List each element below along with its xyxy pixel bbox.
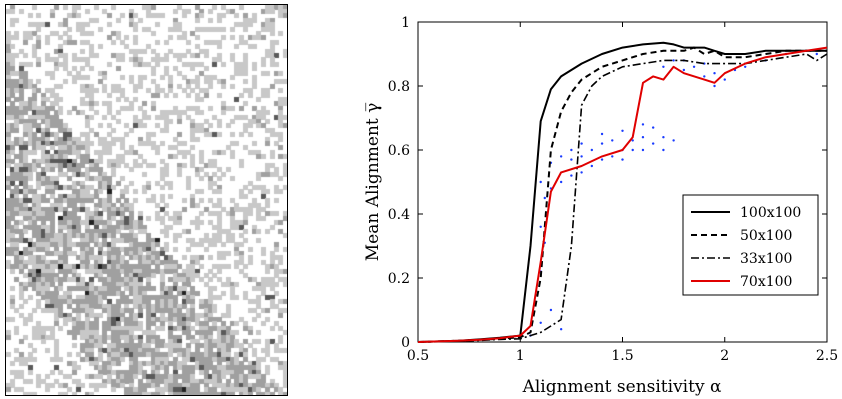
scatter-point [651,142,655,145]
scatter-point [590,148,594,152]
scatter-point [539,180,542,184]
scatter-point [672,59,675,62]
scatter-point [539,321,542,324]
scatter-point [713,72,716,75]
scatter-point [559,180,563,184]
y-tick-labels: 0 0.2 0.4 0.6 0.8 1 [388,15,410,351]
scatter-point [641,148,645,152]
scatter-point [641,136,645,139]
x-tick-label: 1 [516,348,525,364]
scatter-point [570,158,573,161]
series-line-70x100 [417,46,828,343]
scatter-point [662,65,665,69]
scatter-point [559,328,563,331]
legend-label: 50x100 [740,228,792,244]
scatter-point [621,158,624,161]
legend-label: 70x100 [740,274,792,290]
scatter-point [543,196,546,200]
scatter-point [703,75,706,78]
scatter-point [570,174,573,177]
x-tick-labels: 0.5 1 1.5 2 2.5 [407,348,838,364]
legend-label: 100x100 [740,205,801,221]
legend-label: 33x100 [740,251,792,267]
lattice-panel [5,4,288,396]
scatter-point [570,148,573,152]
scatter-point [662,136,665,139]
scatter-point [559,155,563,158]
scatter-point [692,65,696,69]
scatter-point [600,132,604,136]
scatter-point [600,142,604,145]
scatter-point [815,52,818,56]
lattice-image [6,5,287,395]
scatter-point [682,68,686,72]
y-tick-label: 1 [401,15,410,31]
scatter-point [580,142,583,145]
scatter-point [744,65,747,69]
scatter-point [549,308,553,312]
scatter-point [590,164,594,168]
scatter-point [539,225,542,228]
scatter-point [631,148,634,152]
scatter-point [611,139,614,142]
scatter-point [621,129,624,132]
x-tick-label: 2 [720,348,729,364]
y-tick-label: 0.6 [388,143,410,159]
scatter-point [662,148,665,152]
scatter-point [631,139,634,142]
scatter-point [600,158,604,161]
x-tick-label: 1.5 [611,348,633,364]
y-tick-label: 0.8 [388,79,410,95]
series-lines [417,41,828,343]
scatter-point [641,123,645,126]
x-axis-label: Alignment sensitivity α [522,377,722,397]
y-tick-label: 0 [401,335,410,351]
scatter-point [651,126,655,129]
scatter-point [580,171,583,174]
scatter-point [611,155,614,158]
series-line-100x100 [417,41,827,343]
legend: 100x100 50x100 33x100 70x100 [682,194,819,296]
y-tick-label: 0.2 [388,271,410,287]
scatter-point [723,78,726,81]
x-tick-label: 0.5 [407,348,429,364]
y-tick-label: 0.4 [388,207,410,223]
scatter-point [672,139,675,142]
scatter-point [713,84,716,88]
scatter-point [580,155,583,158]
axis-ticks [417,21,828,343]
x-tick-label: 2.5 [816,348,838,364]
y-axis-label: Mean Alignment γ̅ [363,103,383,261]
